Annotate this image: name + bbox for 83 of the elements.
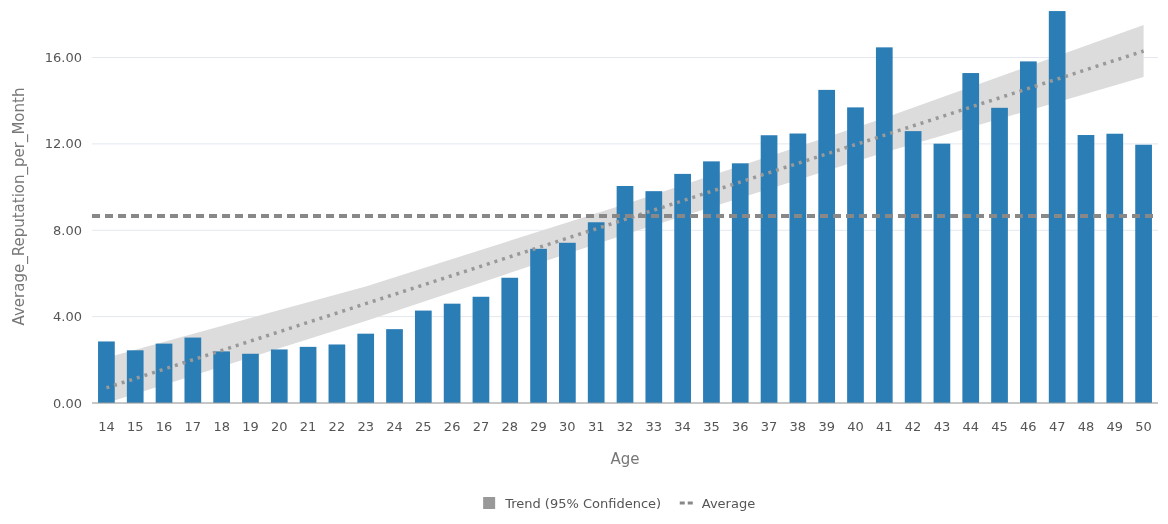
x-tick-label: 42 [904,419,922,434]
x-tick-label: 32 [616,419,634,434]
x-tick-label: 37 [760,419,778,434]
x-tick-label: 46 [1020,419,1037,434]
bar [875,47,893,403]
x-tick-label: 44 [962,419,979,434]
x-tick-label: 30 [559,419,576,434]
legend-label: Trend (95% Confidence) [504,496,662,511]
bar [414,310,432,403]
bar [155,343,173,403]
x-tick-label: 41 [876,419,893,434]
bar [386,329,403,403]
x-tick-label: 39 [818,419,835,434]
x-tick-label: 45 [991,419,1008,434]
x-tick-label: 50 [1135,419,1152,434]
bar [213,351,230,403]
y-tick-label: 4.00 [53,309,82,325]
x-tick-label: 36 [731,419,749,434]
bar [98,341,115,403]
bar [126,350,144,403]
x-tick-label: 40 [847,419,864,434]
bar [270,349,288,403]
x-tick-label: 35 [703,419,720,434]
bar [991,107,1008,403]
bar [789,133,807,403]
x-tick-label: 33 [645,419,663,434]
x-tick-label: 49 [1106,419,1124,434]
bar [587,222,605,403]
y-tick-label: 12.00 [44,136,82,152]
x-tick-label: 18 [213,419,230,434]
x-tick-label: 47 [1048,419,1066,434]
x-tick-label: 21 [299,419,317,434]
x-tick-label: 16 [155,419,173,434]
bar [1106,133,1124,403]
bar [242,353,259,403]
x-tick-label: 19 [242,419,259,434]
x-tick-label: 26 [443,419,461,434]
x-tick-label: 31 [587,419,605,434]
x-tick-label: 24 [386,419,403,434]
bar [616,185,634,403]
x-tick-label: 48 [1077,419,1095,434]
x-tick-label: 29 [530,419,547,434]
x-tick-label: 34 [674,419,691,434]
bar [645,191,663,403]
bar [731,163,749,403]
bar [1020,61,1037,403]
legend-label: Average [701,496,756,511]
bar [818,89,836,403]
x-tick-label: 38 [789,419,807,434]
bar [559,242,576,403]
x-tick-label: 43 [933,419,951,434]
x-tick-label: 15 [126,419,144,434]
x-tick-label: 17 [184,419,202,434]
x-tick-label: 25 [415,419,432,434]
bar [933,143,951,403]
x-axis-title: Age [610,450,640,468]
y-tick-label: 8.00 [53,222,82,238]
x-tick-label: 27 [472,419,490,434]
bar [530,248,547,403]
bar [703,161,720,403]
bar [443,303,461,403]
bar [299,346,317,403]
bar [472,296,490,403]
bar [357,333,375,403]
bar [1077,135,1095,403]
y-tick-label: 16.00 [44,50,82,66]
x-tick-label: 22 [328,419,346,434]
bar [904,131,922,403]
y-tick-label: 0.00 [53,395,82,411]
x-tick-label: 28 [501,419,519,434]
x-tick-label: 20 [271,419,288,434]
bar [674,173,691,403]
bar [184,337,202,403]
bar [501,277,519,403]
x-tick-label: 14 [98,419,115,434]
bar [962,73,980,403]
x-tick-label: 23 [357,419,374,434]
y-axis-title: Average_Reputation_per_Month [10,87,29,326]
bar [760,135,778,403]
bar [847,107,864,403]
bar [1048,11,1066,403]
bar [1135,144,1152,403]
bar [328,344,346,403]
